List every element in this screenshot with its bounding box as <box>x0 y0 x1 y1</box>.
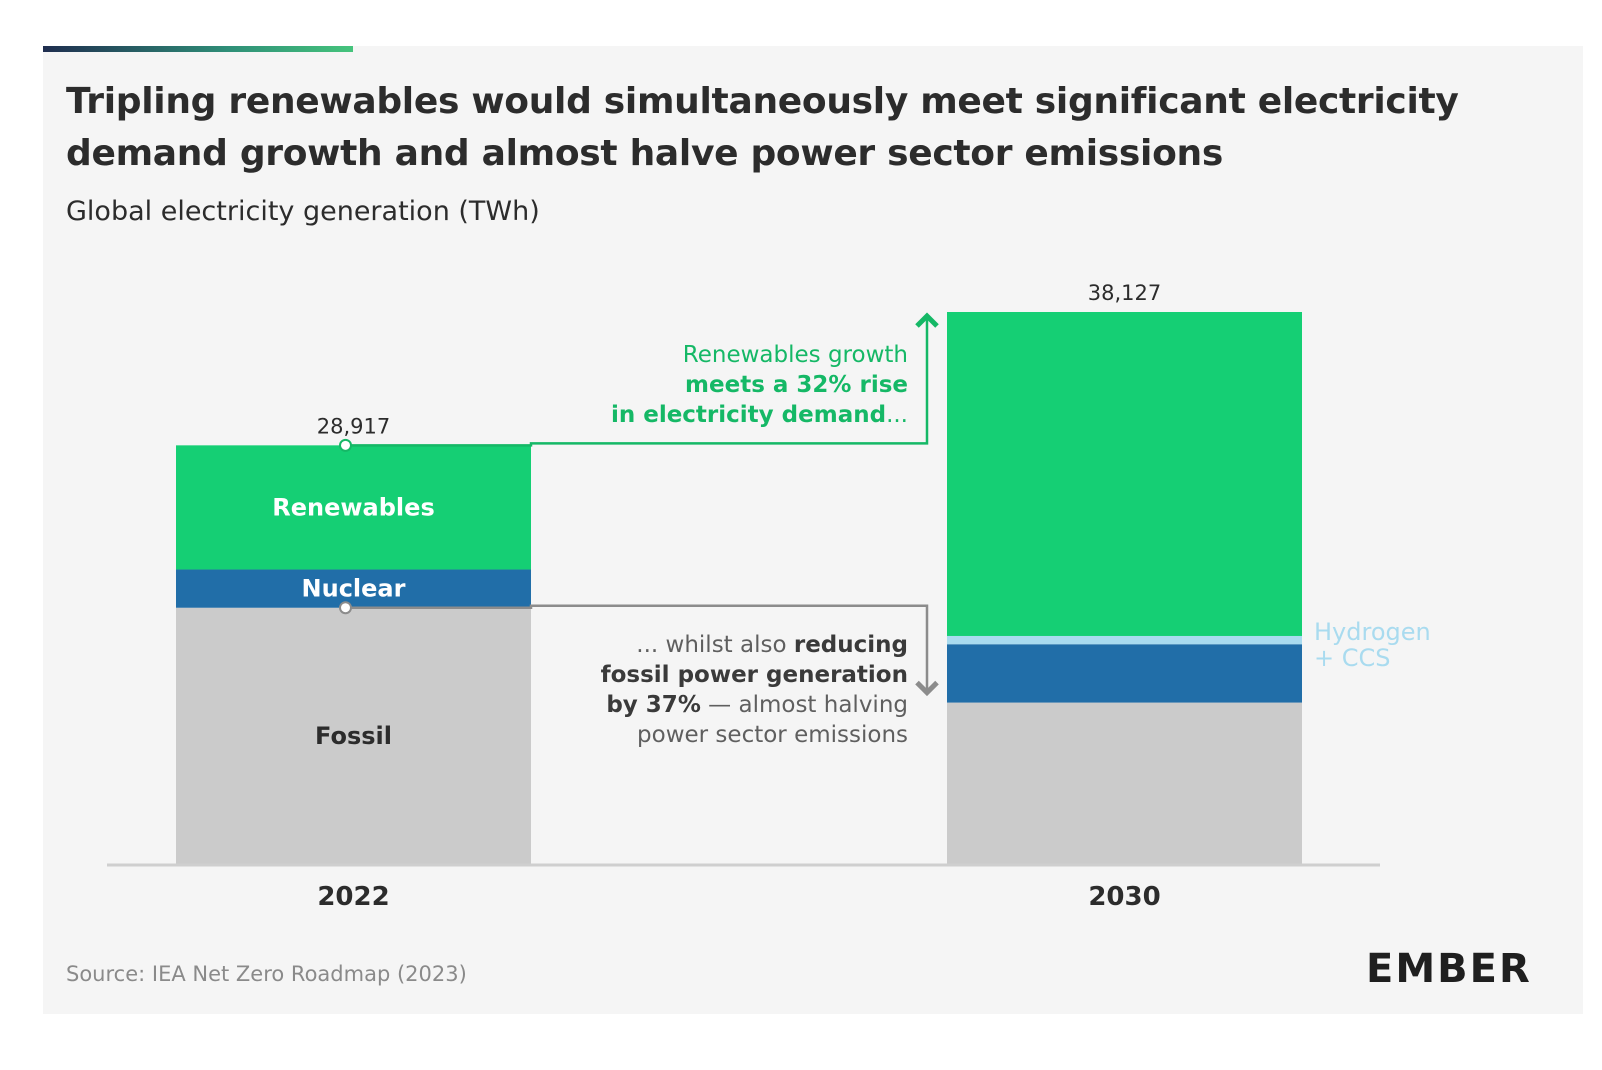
bar-fossil-2022[interactable] <box>176 607 531 864</box>
x-tick-label-2030: 2030 <box>1088 882 1160 912</box>
segment-label-renewables: Renewables <box>272 493 434 521</box>
x-tick-label-2022: 2022 <box>317 882 389 912</box>
annotation-renewables-growth-line-2: meets a 32% rise <box>685 372 908 398</box>
total-label-2022: 28,917 <box>317 414 390 438</box>
fossil-reduction-arrow <box>345 604 939 697</box>
annotation-fossil-reduction-line-3: by 37% — almost halving <box>606 692 908 718</box>
bar-nuclear-2030[interactable] <box>947 644 1302 703</box>
bar-renewables-2030[interactable] <box>947 312 1302 636</box>
chart-title: Tripling renewables would simultaneously… <box>66 81 1459 174</box>
renewables-growth-marker <box>339 438 352 452</box>
annotation-renewables-growth-line-3: in electricity demand... <box>611 402 908 428</box>
annotation-fossil-reduction-line-2: fossil power generation <box>601 662 908 688</box>
bar-nuclear-2022[interactable] <box>176 569 531 608</box>
bar-hydrogen-ccs-2030[interactable] <box>947 635 1302 645</box>
annotation-fossil-reduction-line-4: power sector emissions <box>637 722 908 748</box>
accent-bar <box>43 46 353 52</box>
fossil-reduction-marker <box>339 601 352 615</box>
annotation-fossil-reduction-line-1: ... whilst also reducing <box>636 632 908 658</box>
segment-label-fossil: Fossil <box>315 722 392 750</box>
bar-fossil-2030[interactable] <box>947 702 1302 864</box>
bar-renewables-2022[interactable] <box>176 445 531 570</box>
ember-logo: EMBER <box>1366 946 1532 992</box>
chart-subtitle: Global electricity generation (TWh) <box>66 196 540 227</box>
total-label-2030: 38,127 <box>1088 281 1161 305</box>
annotation-renewables-growth-line-1: Renewables growth <box>683 342 908 368</box>
legend-label-hydrogen-ccs-line-1: Hydrogen <box>1314 618 1431 646</box>
source-note: Source: IEA Net Zero Roadmap (2023) <box>66 962 467 986</box>
segment-label-nuclear: Nuclear <box>302 575 406 603</box>
legend-label-hydrogen-ccs-line-2: + CCS <box>1314 644 1391 672</box>
renewables-growth-arrow <box>345 312 939 447</box>
